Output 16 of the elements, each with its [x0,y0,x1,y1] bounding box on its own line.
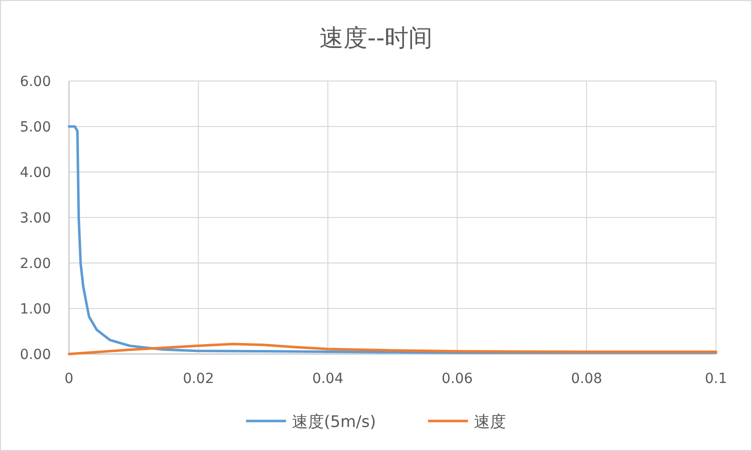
legend-label: 速度 [474,412,506,431]
y-tick-label: 2.00 [20,256,51,272]
x-tick-label: 0.04 [312,371,344,387]
y-tick-label: 0.00 [20,347,51,363]
y-tick-label: 3.00 [20,210,51,226]
x-tick-label: 0 [64,371,74,387]
y-tick-label: 5.00 [20,120,51,136]
chart-title: 速度--时间 [319,24,433,52]
legend-label: 速度(5m/s) [292,412,376,431]
x-tick-label: 0.06 [442,371,473,387]
x-tick-label: 0.02 [182,371,214,387]
x-tick-label: 0.08 [571,371,602,387]
y-tick-label: 4.00 [20,165,51,181]
y-tick-label: 1.00 [20,302,51,318]
y-tick-label: 6.00 [20,74,51,90]
x-tick-label: 0.1 [704,371,728,387]
